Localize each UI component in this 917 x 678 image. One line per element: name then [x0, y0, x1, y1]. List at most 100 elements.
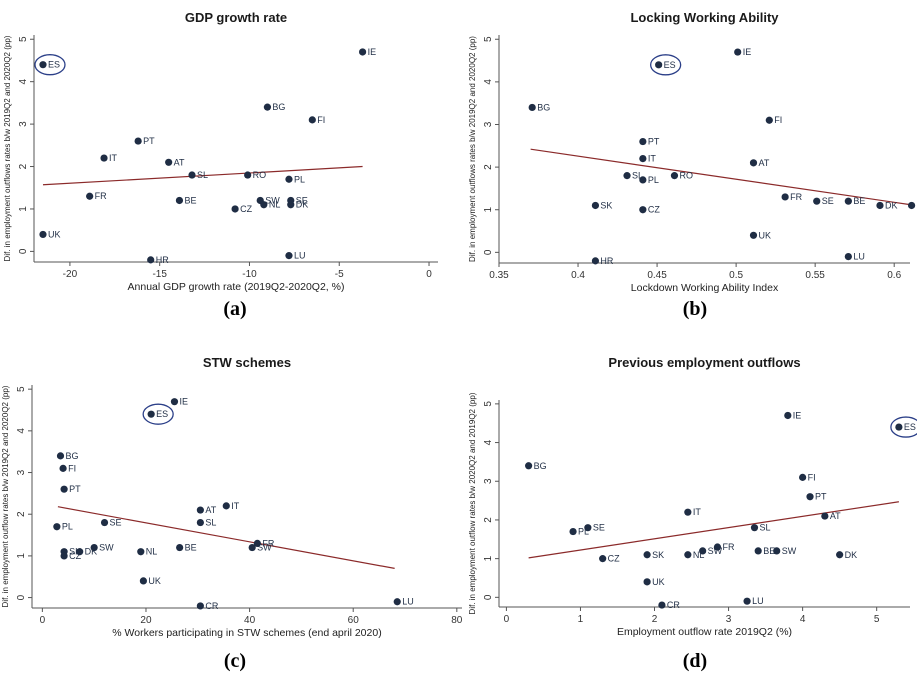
x-tick-label: -10: [242, 269, 257, 280]
point-label: SE: [296, 195, 308, 205]
point-label: UK: [48, 229, 61, 239]
data-point-uk: [749, 231, 758, 239]
data-point-pt: [134, 137, 142, 145]
point-label: DK: [885, 200, 898, 210]
point-label: UK: [759, 230, 772, 240]
data-point-dk: [76, 548, 84, 556]
point-label: IT: [231, 501, 240, 511]
data-point-at: [165, 158, 173, 166]
data-point-pl: [285, 175, 293, 183]
data-point-ie: [170, 398, 179, 406]
data-point-lu: [844, 253, 852, 261]
panel-letter-a: (a): [223, 298, 247, 320]
point-label: DK: [296, 200, 309, 210]
point-label: ES: [156, 409, 168, 419]
point-label: BG: [537, 102, 550, 112]
point-label: AT: [759, 158, 770, 168]
data-point-it: [100, 154, 108, 162]
data-point-ie: [784, 411, 792, 420]
y-tick-label: 0: [483, 594, 494, 600]
chart-previous-employment-outflows: Previous employment outflows 0 1 2 3 4 5 0 1 2 3 4 5…: [468, 355, 917, 638]
data-point-uk: [139, 577, 147, 585]
data-point-bg: [263, 103, 272, 111]
data-point-be: [754, 547, 762, 555]
point-label: BG: [65, 451, 78, 461]
data-point-se: [100, 518, 109, 527]
point-label: DK: [845, 550, 858, 560]
y-tick-label: 4: [16, 428, 27, 434]
point-label: HR: [156, 255, 169, 265]
data-point-sl: [188, 171, 196, 179]
x-tick-label: 0: [426, 269, 432, 280]
data-point-lu: [285, 252, 293, 260]
x-tick-label: -20: [63, 269, 78, 280]
data-point-pt: [806, 493, 814, 501]
point-label: BG: [534, 461, 547, 471]
data-point-be: [176, 543, 184, 552]
x-tick-label: 20: [140, 615, 152, 626]
fit-line: [528, 501, 899, 559]
point-label: IE: [179, 397, 188, 407]
point-label: SK: [652, 550, 664, 560]
highlight-circle: [142, 403, 174, 425]
x-tick-label: 3: [726, 614, 732, 625]
point-label: FR: [262, 538, 274, 548]
point-label: IT: [109, 153, 118, 163]
data-point-pt: [60, 485, 68, 493]
data-point-dk: [287, 201, 295, 209]
point-label: NL: [693, 550, 705, 560]
y-tick-label: 3: [18, 121, 29, 127]
x-axis-label: Lockdown Working Ability Index: [631, 282, 779, 294]
point-label: IT: [648, 154, 657, 164]
data-point-fi: [765, 116, 773, 124]
x-tick-label: 0.45: [647, 270, 667, 281]
panel-d: Previous employment outflows 0 1 2 3 4 5 0 1 2 3 4 5…: [459, 345, 917, 645]
point-label: AT: [205, 505, 216, 515]
data-point-fi: [799, 473, 807, 481]
point-label: CZ: [240, 204, 252, 214]
point-label: FI: [68, 463, 76, 473]
data-point-cr: [658, 601, 666, 609]
data-point-bg: [56, 452, 65, 460]
data-point-es: [895, 423, 903, 431]
point-label: PL: [62, 522, 73, 532]
x-tick-label: 0.6: [887, 270, 901, 281]
panel-a: GDP growth rate 0 1 2 3 4 5 -20 -15 -10 -5 0 Annual …: [0, 0, 458, 300]
data-point-uk: [39, 230, 47, 239]
x-tick-label: 0.5: [729, 270, 743, 281]
point-label: BE: [763, 546, 775, 556]
x-axis-label: Employment outflow rate 2019Q2 (%): [617, 626, 792, 638]
data-point-fr: [713, 543, 722, 551]
x-tick-label: 0.4: [571, 270, 585, 281]
point-label: CR: [667, 600, 680, 610]
data-point-cz: [599, 555, 607, 563]
point-label: SW: [257, 543, 272, 553]
chart-stw-schemes: STW schemes 0 1 2 3 4 5 0 20 40 60 80 % Workers part…: [1, 355, 463, 639]
point-label: CZ: [608, 554, 620, 564]
point-label: PT: [69, 484, 81, 494]
y-tick-label: 1: [483, 555, 494, 561]
point-label: PL: [578, 527, 589, 537]
point-label: IE: [793, 410, 802, 420]
data-point-cz: [231, 205, 239, 213]
y-tick-label: 0: [18, 248, 29, 254]
y-tick-label: 2: [18, 163, 29, 169]
data-point-sw: [248, 543, 256, 552]
data-point-nl: [137, 548, 145, 556]
data-point-sl: [623, 172, 631, 180]
x-tick-label: -15: [152, 269, 167, 280]
data-point-sk: [591, 201, 600, 210]
point-label: SW: [708, 546, 723, 556]
point-label: BG: [272, 102, 285, 112]
data-point-es: [39, 61, 47, 69]
x-tick-label: 4: [800, 614, 806, 625]
point-label: SW: [265, 195, 280, 205]
data-point-be: [175, 196, 184, 205]
data-point-sw: [699, 547, 707, 555]
data-point-at: [821, 512, 829, 520]
data-point-it: [684, 508, 692, 516]
data-point-cz: [639, 206, 647, 214]
point-label: CZ: [69, 551, 81, 561]
data-point-ro: [244, 171, 252, 179]
point-label: FI: [317, 115, 325, 125]
